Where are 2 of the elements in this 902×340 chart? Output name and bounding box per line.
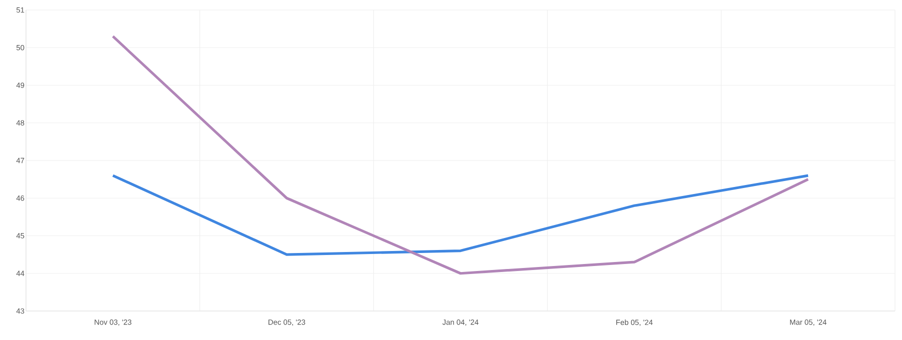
line-series (112, 35, 810, 275)
line-series (112, 174, 810, 256)
